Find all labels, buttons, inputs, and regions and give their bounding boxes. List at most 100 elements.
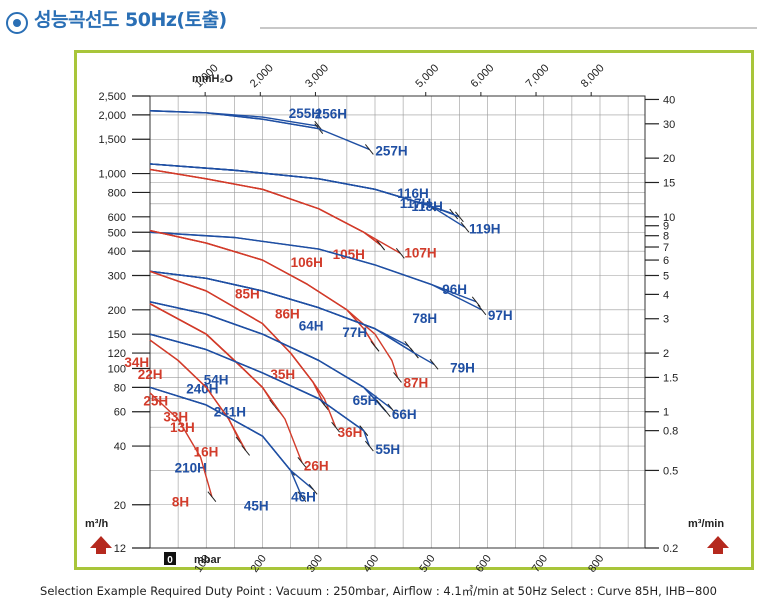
series-line: [149, 301, 393, 410]
series-line: [149, 231, 483, 311]
y-tick-label: 150: [108, 329, 126, 341]
header-divider: [260, 27, 757, 29]
series-end-tick: [460, 222, 470, 233]
y2-tick-label: 7: [663, 242, 669, 254]
y2-tick-label: 0.8: [663, 426, 678, 438]
y-tick-label: 400: [108, 246, 126, 258]
x-tick-label: 500: [417, 553, 437, 575]
series-label: 22H: [138, 367, 163, 382]
series-label: 35H: [270, 367, 295, 382]
series-line: [149, 386, 314, 490]
series-end-tick: [387, 403, 397, 415]
series-line: [149, 163, 466, 228]
y-tick-label: 800: [108, 187, 126, 199]
y-axis-label: m³/h: [85, 518, 109, 530]
y-tick-label: 200: [108, 305, 126, 317]
y-tick-label: 100: [108, 364, 126, 376]
series-end-tick: [471, 296, 481, 308]
y-tick-label: 1,500: [98, 134, 126, 146]
x-axis-label: mbar: [194, 554, 222, 566]
x-tick-label: 600: [474, 553, 494, 575]
series-end-tick: [395, 247, 405, 259]
y2-tick-label: 10: [663, 212, 675, 224]
series-line: [149, 168, 401, 254]
series-label: 25H: [143, 394, 168, 409]
series-label: 34H: [124, 355, 149, 370]
y-tick-label: 40: [114, 441, 126, 453]
series-end-tick: [364, 144, 374, 155]
x-tick-label: 800: [586, 553, 606, 575]
series-line: [149, 168, 382, 246]
series-line: [149, 270, 435, 365]
x2-tick-label: 8,000: [579, 62, 607, 90]
series-label: 46H: [291, 489, 316, 504]
series-label: 26H: [304, 458, 329, 473]
series-label: 97H: [488, 308, 513, 323]
y2-tick-label: 1.5: [663, 372, 678, 384]
series-line: [149, 110, 370, 151]
series-label: 64H: [299, 318, 324, 333]
series-line: [149, 229, 399, 378]
series-end-tick: [376, 399, 386, 411]
series-label: 86H: [275, 306, 300, 321]
y-tick-label: 80: [114, 382, 126, 394]
x-tick-label: 200: [249, 553, 269, 575]
footnote: Selection Example Required Duty Point : …: [40, 584, 717, 598]
up-arrow-icon: [90, 536, 112, 554]
series-label: 255H: [289, 106, 321, 121]
series-end-tick: [331, 421, 341, 433]
series-label: 96H: [442, 282, 467, 297]
y2-tick-label: 0.5: [663, 465, 678, 477]
y2-tick-label: 5: [663, 270, 669, 282]
y2-tick-label: 20: [663, 153, 675, 165]
series-label: 78H: [412, 311, 437, 326]
y2-tick-label: 4: [663, 289, 669, 301]
page-title: 성능곡선도 50Hz(토출): [34, 9, 227, 31]
header: 성능곡선도 50Hz(토출): [0, 0, 757, 40]
series-line: [149, 392, 213, 497]
y2-tick-label: 1: [663, 407, 669, 419]
series-label: 119H: [469, 221, 501, 236]
series-label: 66H: [392, 407, 417, 422]
x-origin-label: 0: [167, 555, 173, 566]
series-label: 210H: [175, 460, 207, 475]
series-label: 65H: [353, 393, 378, 408]
x2-tick-label: 6,000: [469, 62, 497, 90]
y-tick-label: 2,000: [98, 110, 126, 122]
y-tick-label: 120: [108, 348, 126, 360]
series-end-tick: [241, 445, 251, 456]
series-end-tick: [429, 359, 439, 370]
series-label: 54H: [204, 373, 229, 388]
series-label: 106H: [291, 255, 323, 270]
series-end-tick: [454, 211, 464, 223]
series-label: 45H: [244, 499, 269, 514]
y-tick-label: 2,500: [98, 91, 126, 103]
y2-tick-label: 6: [663, 255, 669, 267]
x-tick-label: 700: [530, 553, 550, 575]
series-end-tick: [207, 491, 217, 502]
series-label: 77H: [342, 325, 367, 340]
y2-tick-label: 30: [663, 119, 675, 131]
y-tick-label: 20: [114, 500, 126, 512]
series-line: [149, 168, 382, 246]
x2-axis-label: mmH₂O: [192, 73, 233, 85]
x2-tick-label: 2,000: [248, 62, 276, 90]
series-line: [149, 270, 337, 428]
series-end-tick: [308, 484, 318, 495]
series-line: [149, 339, 247, 451]
y2-tick-label: 9: [663, 221, 669, 233]
series-label: 105H: [333, 247, 365, 262]
series-label: 55H: [375, 442, 400, 457]
series-end-tick: [393, 372, 402, 383]
series-end-tick: [297, 491, 307, 502]
series-label: 36H: [338, 425, 363, 440]
x-tick-label: 300: [305, 553, 325, 575]
y-tick-label: 300: [108, 270, 126, 282]
series-label: 79H: [450, 360, 475, 375]
series-label: 256H: [315, 107, 347, 122]
x-origin-box: [164, 552, 176, 565]
y2-tick-label: 0.2: [663, 543, 678, 555]
y-tick-label: 600: [108, 212, 126, 224]
y2-tick-label: 2: [663, 348, 669, 360]
